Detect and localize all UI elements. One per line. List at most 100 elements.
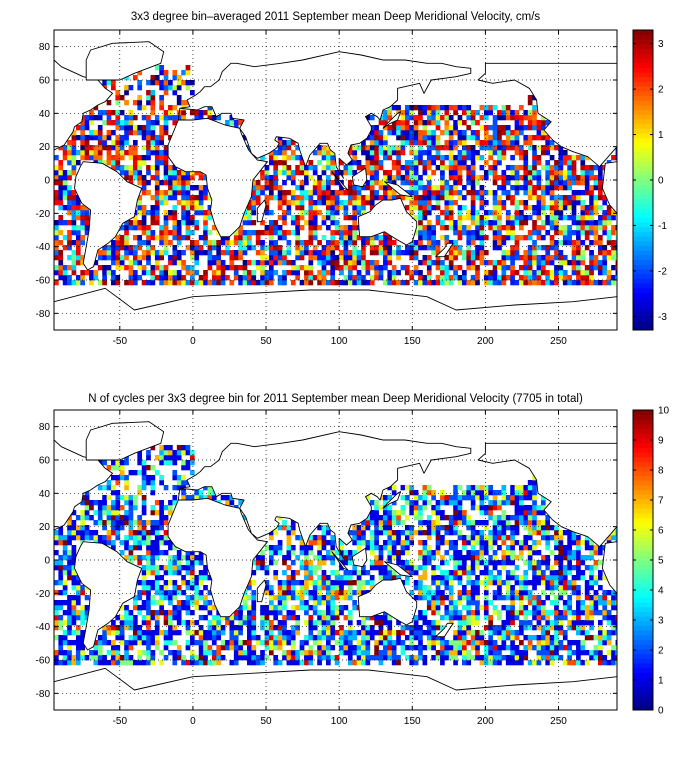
data-bin (545, 180, 550, 185)
data-bin (146, 570, 151, 575)
data-bin (567, 585, 572, 590)
data-bin (107, 80, 112, 85)
data-bin (142, 210, 147, 215)
data-bin (85, 530, 90, 535)
data-bin (444, 605, 449, 610)
data-bin (607, 220, 612, 225)
data-bin (287, 170, 292, 175)
data-bin (436, 610, 441, 615)
data-bin (330, 190, 335, 195)
data-bin (471, 580, 476, 585)
data-bin (168, 630, 173, 635)
data-bin (594, 235, 599, 240)
data-bin (208, 635, 213, 640)
data-bin (466, 600, 471, 605)
data-bin (528, 265, 533, 270)
data-bin (111, 255, 116, 260)
data-bin (616, 615, 621, 620)
data-bin (308, 575, 313, 580)
data-bin (585, 650, 590, 655)
data-bin (466, 245, 471, 250)
data-bin (488, 655, 493, 660)
colorbar-swatch (633, 203, 653, 208)
data-bin (146, 615, 151, 620)
data-bin (159, 85, 164, 90)
data-bin (155, 620, 160, 625)
data-bin (287, 240, 292, 245)
data-bin (146, 600, 151, 605)
data-bin (523, 280, 528, 285)
data-bin (401, 175, 406, 180)
data-bin (480, 555, 485, 560)
data-bin (291, 265, 296, 270)
data-bin (532, 190, 537, 195)
data-bin (471, 170, 476, 175)
data-bin (269, 210, 274, 215)
data-bin (576, 620, 581, 625)
data-bin (308, 625, 313, 630)
data-bin (186, 555, 191, 560)
data-bin (63, 610, 68, 615)
data-bin (594, 580, 599, 585)
data-bin (431, 160, 436, 165)
data-bin (501, 280, 506, 285)
data-bin (396, 640, 401, 645)
colorbar-swatch (633, 236, 653, 241)
data-bin (616, 265, 621, 270)
data-bin (392, 655, 397, 660)
data-bin (357, 640, 362, 645)
data-bin (545, 530, 550, 535)
data-bin (120, 235, 125, 240)
data-bin (484, 280, 489, 285)
data-bin (453, 160, 458, 165)
data-bin (585, 565, 590, 570)
data-bin (414, 280, 419, 285)
data-bin (537, 610, 542, 615)
data-bin (414, 135, 419, 140)
data-bin (186, 600, 191, 605)
data-bin (308, 270, 313, 275)
data-bin (554, 270, 559, 275)
data-bin (462, 275, 467, 280)
data-bin (238, 250, 243, 255)
colorbar-swatch (633, 264, 653, 269)
data-bin (155, 135, 160, 140)
data-bin (282, 585, 287, 590)
data-bin (155, 145, 160, 150)
data-bin (89, 655, 94, 660)
data-bin (124, 545, 129, 550)
data-bin (580, 605, 585, 610)
data-bin (181, 660, 186, 665)
data-bin (159, 605, 164, 610)
data-bin (203, 275, 208, 280)
data-bin (76, 650, 81, 655)
data-bin (444, 180, 449, 185)
data-bin (344, 205, 349, 210)
data-bin (151, 570, 156, 575)
data-bin (550, 180, 555, 185)
data-bin (317, 645, 322, 650)
data-bin (567, 235, 572, 240)
data-bin (436, 190, 441, 195)
data-bin (133, 170, 138, 175)
data-bin (177, 75, 182, 80)
data-bin (462, 635, 467, 640)
data-bin (488, 125, 493, 130)
data-bin (111, 80, 116, 85)
data-bin (203, 195, 208, 200)
data-bin (488, 210, 493, 215)
data-bin (120, 240, 125, 245)
data-bin (348, 580, 353, 585)
data-bin (488, 660, 493, 665)
data-bin (295, 535, 300, 540)
data-bin (580, 190, 585, 195)
data-bin (67, 650, 72, 655)
data-bin (370, 135, 375, 140)
data-bin (295, 240, 300, 245)
data-bin (199, 190, 204, 195)
data-bin (418, 575, 423, 580)
x-tick-label: 200 (477, 336, 494, 347)
data-bin (497, 210, 502, 215)
data-bin (273, 250, 278, 255)
data-bin (199, 185, 204, 190)
